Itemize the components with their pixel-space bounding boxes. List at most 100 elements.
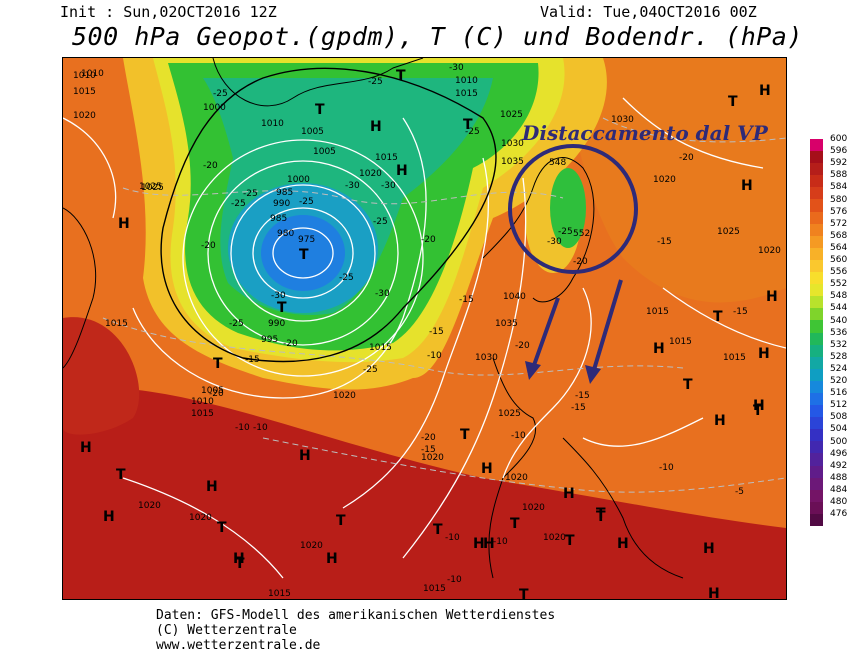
coastlines	[63, 58, 684, 579]
legend-colour-cell	[810, 441, 823, 454]
pressure-label: 1015	[191, 409, 214, 419]
low-marker: T	[299, 247, 309, 263]
western-europe-coast	[488, 357, 537, 579]
temperature-labels: -30 -25 -25 -20 -25 -25 -25 -30 -30 -20 …	[201, 63, 748, 585]
pressure-label: 1030	[611, 115, 634, 125]
isobar	[207, 160, 399, 346]
temperature-label: -20	[209, 389, 224, 399]
isohypse-label: 548	[549, 158, 566, 168]
temperature-label: -15	[245, 355, 260, 365]
legend-value-label: 564	[830, 242, 848, 253]
credits-line: (C) Wetterzentrale	[156, 623, 297, 638]
high-marker: H	[481, 461, 493, 477]
legend-value-label: 524	[830, 363, 848, 374]
low-marker: T	[433, 522, 443, 538]
high-marker: H	[753, 398, 765, 414]
legend-colour-cell	[810, 296, 823, 309]
high-marker: H	[617, 536, 629, 552]
pressure-label: 1000	[203, 103, 226, 113]
temperature-label: -25	[243, 189, 258, 199]
pressure-label: 1020	[758, 246, 781, 256]
high-marker: H	[758, 346, 770, 362]
pressure-label: 1040	[503, 292, 526, 302]
legend-value-label: 532	[830, 339, 848, 350]
isohypse-label: 552	[573, 229, 590, 239]
low-marker: T	[565, 533, 575, 549]
pressure-label: 1015	[669, 337, 692, 347]
pressure-label: 980	[277, 229, 294, 239]
high-marker: H	[708, 586, 720, 599]
high-marker: H	[483, 536, 495, 552]
pressure-label: 1015	[268, 589, 291, 599]
pressure-label: 1025	[141, 183, 164, 193]
temperature-label: -10	[445, 533, 460, 543]
temperature-label: -10	[235, 423, 250, 433]
legend-colour-cell	[810, 332, 823, 345]
pressure-label: 1020	[300, 541, 323, 551]
legend-colour-cell	[810, 259, 823, 273]
temperature-label: -25	[231, 199, 246, 209]
pressure-label: 1015	[455, 89, 478, 99]
legend-value-label: 572	[830, 218, 848, 229]
credits: Daten: GFS-Modell des amerikanischen Wet…	[156, 608, 555, 653]
field-low-blue	[261, 215, 345, 291]
pressure-label: 990	[273, 199, 290, 209]
field-orange-east	[563, 58, 786, 303]
pressure-label: 1015	[369, 343, 392, 353]
valid-time-label: Valid: Tue,04OCT2016 00Z	[540, 3, 757, 21]
temperature-label: -25	[213, 89, 228, 99]
pressure-label: 1015	[423, 584, 446, 594]
temperature-label: -25	[373, 217, 388, 227]
high-marker: H	[703, 541, 715, 557]
high-marker: H	[233, 551, 245, 567]
low-marker: T	[728, 94, 738, 110]
credits-line: Daten: GFS-Modell des amerikanischen Wet…	[156, 608, 556, 623]
pressure-label: 990	[268, 319, 285, 329]
legend-colour-cell	[810, 417, 823, 430]
pressure-labels: 1010 1015 1020 1025 1000 1010 1005 1005 …	[73, 69, 781, 599]
legend-value-label: 492	[830, 460, 848, 471]
legend-colour-bar	[810, 139, 823, 526]
credits-link[interactable]: www.wetterzentrale.de	[156, 638, 321, 653]
pressure-label: 985	[276, 188, 293, 198]
low-marker: T	[596, 509, 606, 525]
legend-value-label: 548	[830, 291, 848, 302]
pressure-label: 1010	[191, 397, 214, 407]
isobar	[582, 417, 704, 447]
legend-colour-cell	[810, 187, 823, 200]
pressure-label: 1025	[139, 182, 162, 192]
legend-value-label: 592	[830, 158, 848, 169]
isobar	[272, 227, 334, 279]
legend-value-label: 556	[830, 267, 848, 278]
arrow-heads	[525, 361, 601, 384]
isobar	[342, 157, 490, 509]
temperature-label: -15	[575, 391, 590, 401]
legend-colour-cell	[810, 175, 823, 188]
temperature-label: -10	[493, 537, 508, 547]
pressure-label: 1030	[475, 353, 498, 363]
legend-colour-cell	[810, 489, 823, 502]
high-marker: H	[80, 440, 92, 456]
legend-colour-cell	[810, 284, 823, 297]
high-marker: H	[759, 83, 771, 99]
low-marker: T	[336, 513, 346, 529]
scandinavia-coast	[482, 157, 595, 303]
pressure-label: 1035	[501, 157, 524, 167]
legend-value-label: 496	[830, 448, 848, 459]
temperature-label: -25	[299, 197, 314, 207]
legend-value-label: 500	[830, 436, 848, 447]
pressure-label: 1030	[501, 139, 524, 149]
legend-colour-cell	[810, 308, 823, 321]
high-marker: H	[103, 509, 115, 525]
pressure-label: 995	[261, 335, 278, 345]
pressure-label: 1025	[498, 409, 521, 419]
high-marker: H	[396, 163, 408, 179]
legend-colour-cell	[810, 356, 823, 369]
field-red-west	[63, 317, 140, 435]
legend-value-label: 516	[830, 388, 848, 399]
pressure-label: 1015	[646, 307, 669, 317]
temperature-label: -25	[339, 273, 354, 283]
high-marker: H	[714, 413, 726, 429]
field-red-south	[63, 386, 786, 599]
legend-value-label: 476	[830, 509, 848, 520]
